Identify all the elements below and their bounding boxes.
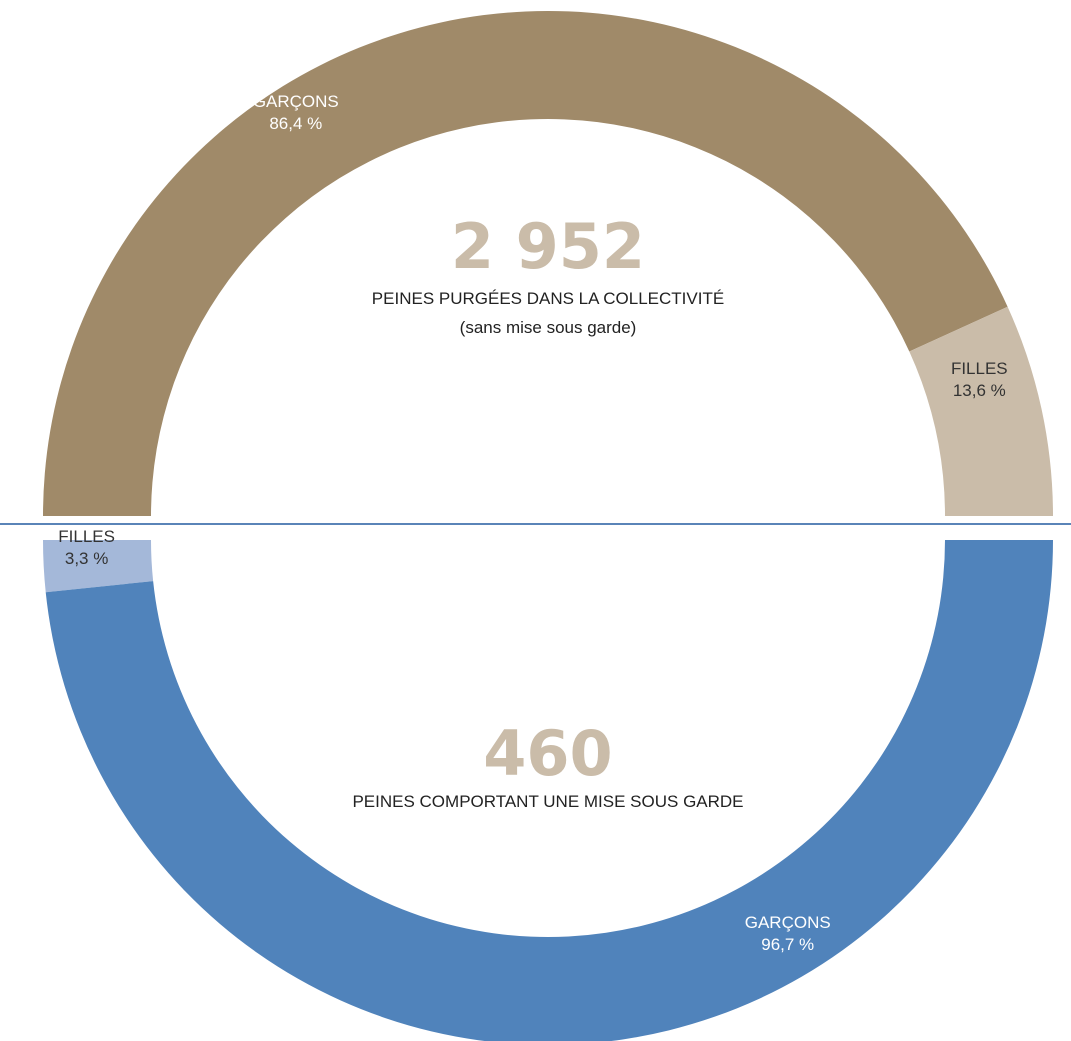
upper-label-filles: FILLES 13,6 % [951,359,1008,400]
lower-caption: PEINES COMPORTANT UNE MISE SOUS GARDE [352,792,743,811]
lower-label-garcons: GARÇONS 96,7 % [745,913,831,954]
upper-slice-filles [909,306,1053,516]
lower-slice-garcons [45,540,1053,1041]
upper-half-donut: GARÇONS 86,4 % FILLES 13,6 % 2 952 PEINES P… [43,11,1053,516]
upper-total-number: 2 952 [451,210,645,283]
upper-slice-garcons [43,11,1008,516]
lower-half-donut: FILLES 3,3 % GARÇONS 96,7 % 460 PEINES COMP… [43,527,1053,1041]
upper-caption: PEINES PURGÉES DANS LA COLLECTIVITÉ [372,289,724,308]
lower-slice-filles [43,540,154,593]
upper-label-garcons: GARÇONS 86,4 % [253,92,339,133]
upper-subcaption: (sans mise sous garde) [460,318,637,337]
lower-label-filles: FILLES 3,3 % [58,527,115,568]
lower-total-number: 460 [483,717,612,790]
